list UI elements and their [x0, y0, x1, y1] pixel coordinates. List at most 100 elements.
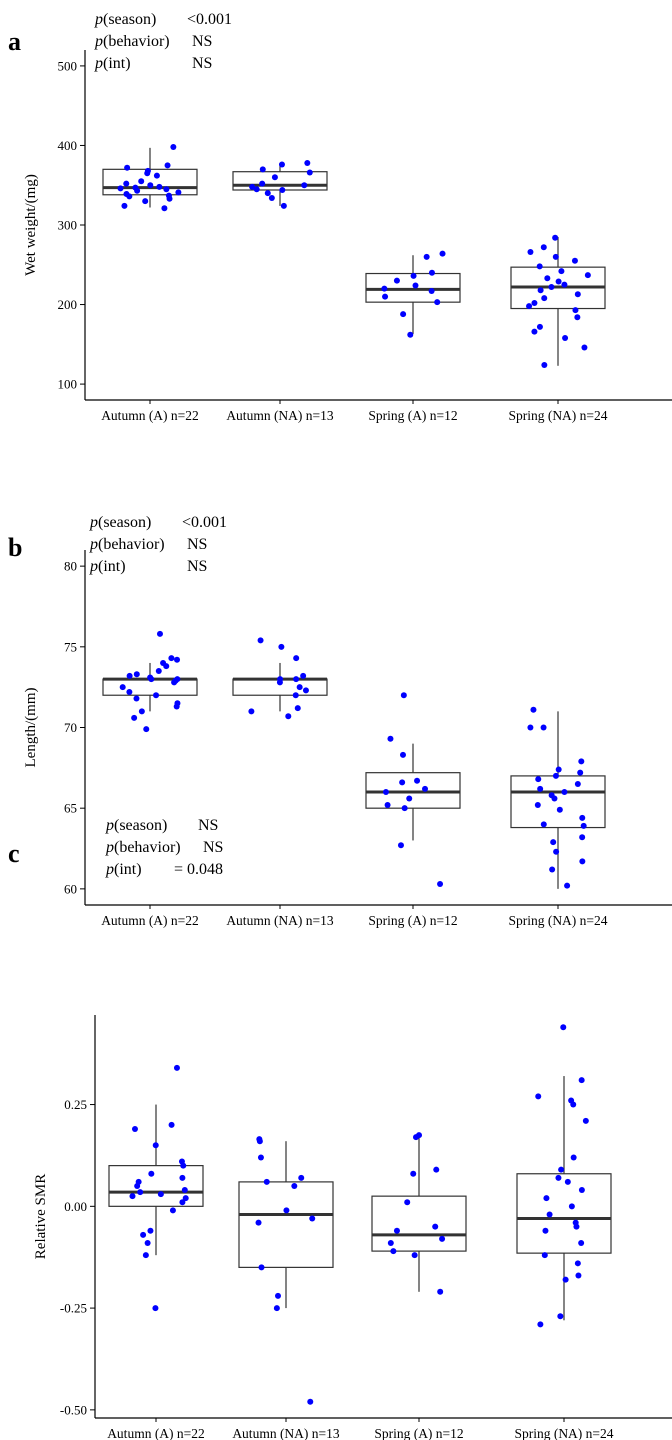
data-point [556, 806, 563, 813]
data-point [535, 1093, 542, 1100]
data-point [558, 1166, 565, 1173]
data-point [579, 834, 586, 841]
data-point [152, 1305, 159, 1312]
box-group-4 [510, 706, 606, 889]
data-point [126, 689, 133, 695]
data-point [390, 1248, 397, 1255]
data-point [283, 1207, 290, 1214]
y-tick-label: 200 [58, 297, 78, 312]
data-point [142, 198, 149, 205]
data-point [546, 1211, 553, 1218]
data-point [132, 184, 139, 191]
x-tick-label: Autumn (A) n=22 [107, 1426, 205, 1440]
data-point [279, 187, 286, 193]
box [510, 775, 606, 829]
y-tick-label: 70 [64, 720, 77, 735]
annotation-value-season: <0.001 [187, 11, 232, 28]
data-point [382, 293, 389, 300]
data-point [300, 672, 307, 679]
data-point [179, 1199, 186, 1206]
annotation-value-season: <0.001 [182, 514, 227, 531]
data-point [555, 1174, 562, 1181]
y-tick-label: 60 [64, 881, 77, 896]
data-point [570, 1154, 577, 1161]
data-point [401, 805, 408, 812]
data-point [163, 186, 170, 193]
data-point [530, 706, 537, 713]
y-axis-label: Length/(mm) [23, 688, 39, 768]
panel-letter-c: c [8, 839, 20, 868]
box [238, 1181, 334, 1268]
data-point [160, 659, 167, 666]
data-point [552, 234, 559, 241]
x-tick-label: Autumn (A) n=22 [101, 408, 199, 423]
data-point [170, 144, 177, 151]
data-point [138, 708, 145, 715]
data-point [553, 848, 560, 855]
annotation-season: p(season) [105, 817, 167, 834]
data-point [293, 655, 300, 662]
data-point [574, 314, 581, 321]
data-point [119, 684, 126, 691]
data-point [131, 714, 138, 721]
data-point [535, 776, 542, 783]
annotation-int: p(int) [94, 55, 131, 72]
data-point [387, 1239, 394, 1246]
data-point [277, 676, 284, 683]
data-point [174, 656, 181, 663]
data-point [422, 785, 429, 792]
x-tick-label: Spring (A) n=12 [374, 1426, 463, 1440]
data-point [531, 328, 538, 335]
data-point [256, 1136, 263, 1143]
data-point [536, 323, 543, 330]
data-point [548, 792, 555, 799]
data-point [578, 758, 585, 765]
data-point [536, 263, 543, 270]
annotation-value-int: NS [187, 558, 207, 575]
box [232, 171, 328, 191]
data-point [168, 1121, 175, 1128]
annotation-season: p(season) [94, 11, 156, 28]
data-point [123, 180, 130, 187]
data-point [584, 272, 591, 279]
data-point [527, 249, 534, 256]
data-point [397, 842, 404, 849]
data-point [571, 257, 578, 264]
data-point [280, 202, 287, 209]
data-point [580, 822, 587, 829]
box [108, 1165, 204, 1207]
x-tick-label: Spring (NA) n=24 [508, 913, 607, 928]
x-tick-label: Spring (A) n=12 [368, 913, 457, 928]
data-point [259, 180, 266, 187]
data-point [381, 285, 388, 292]
data-point [561, 281, 568, 288]
annotation-value-behavior: NS [187, 536, 207, 553]
data-point [428, 269, 435, 276]
data-point [268, 194, 275, 201]
data-point [578, 1077, 585, 1084]
data-point [564, 882, 571, 889]
data-point [552, 772, 559, 779]
data-point [537, 785, 544, 792]
data-point [437, 1288, 444, 1295]
data-point [143, 726, 150, 733]
data-point [156, 183, 163, 190]
data-point [157, 1191, 164, 1198]
data-point [133, 695, 140, 702]
data-point [574, 291, 581, 298]
data-point [574, 1260, 581, 1267]
data-point [404, 1199, 411, 1206]
y-tick-label: 65 [64, 801, 77, 816]
data-point [164, 162, 171, 169]
data-point [274, 1292, 281, 1299]
data-point [572, 1219, 579, 1226]
y-tick-label: 500 [58, 58, 78, 73]
data-point [437, 881, 444, 888]
data-point [278, 643, 285, 650]
data-point [564, 1178, 571, 1185]
data-point [577, 769, 584, 776]
data-point [412, 282, 419, 289]
data-point [537, 1321, 544, 1328]
data-point [572, 307, 579, 314]
